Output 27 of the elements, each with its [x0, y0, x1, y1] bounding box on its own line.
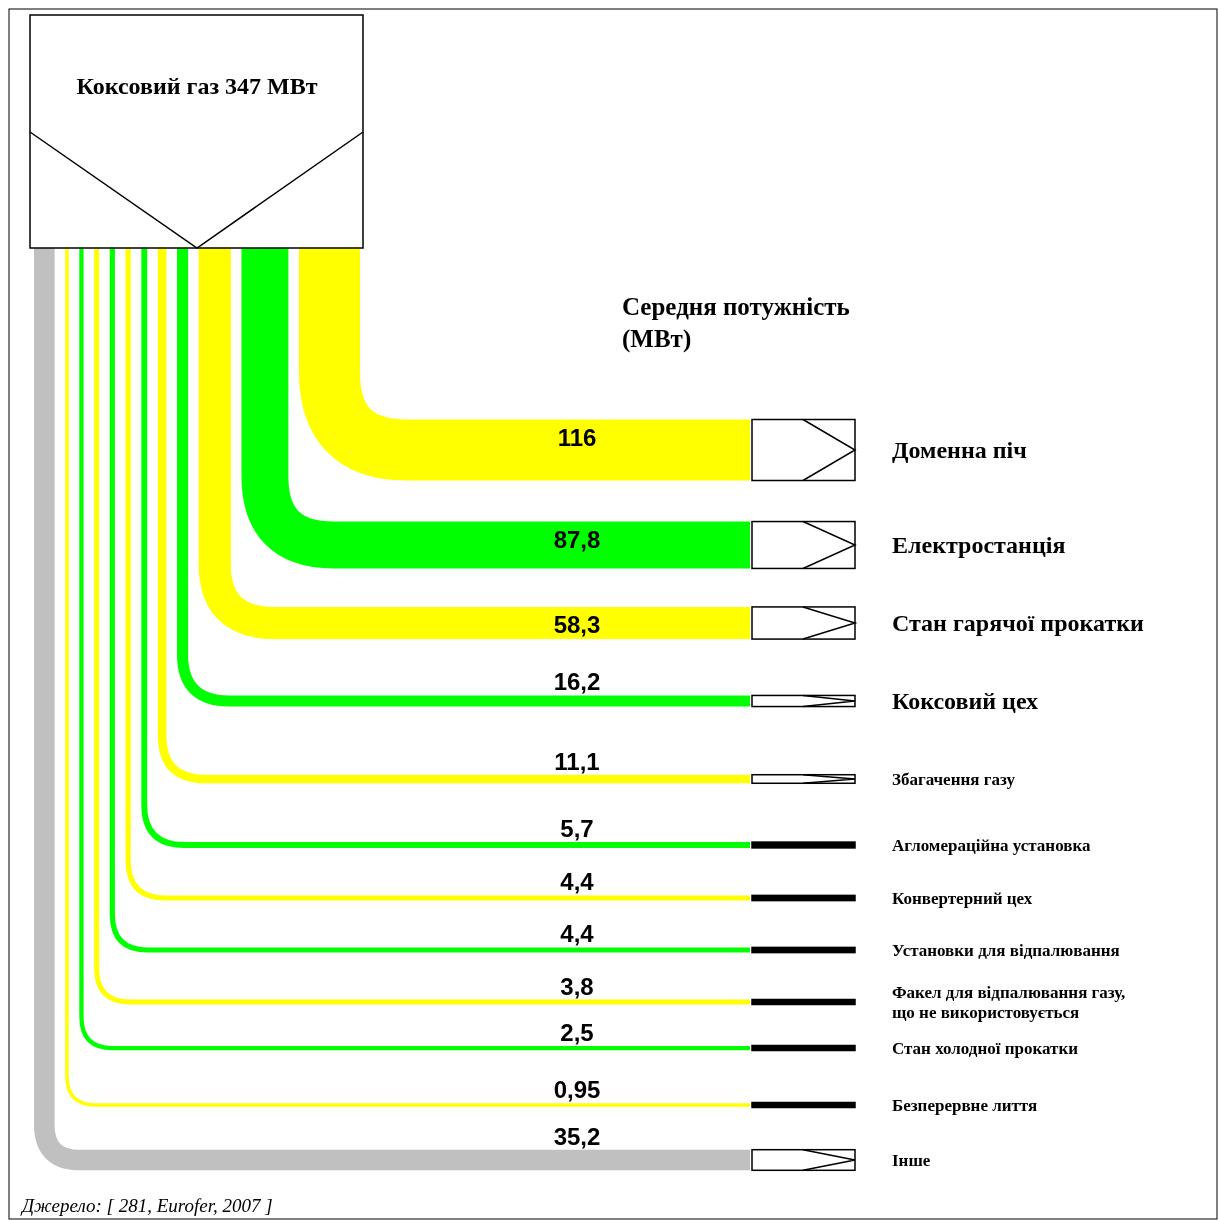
text: Джерело: [ 281, Eurofer, 2007 ] — [20, 1195, 273, 1216]
data-label: 16,2 — [553, 668, 601, 696]
category-label: Стан гарячої прокатки — [892, 610, 1144, 637]
category-label: Установки для відпалювання — [892, 940, 1120, 960]
category-label: Інше — [892, 1150, 931, 1170]
category-label: Безперервне лиття — [892, 1095, 1038, 1115]
data-label: 116 — [557, 423, 597, 451]
category-label: Електростанція — [892, 532, 1066, 559]
category-label: Коксовий цех — [892, 688, 1039, 715]
data-label: 11,1 — [554, 747, 600, 775]
category-label: Агломераційна установка — [892, 835, 1091, 855]
data-label: 35,2 — [553, 1122, 601, 1150]
data-label: 58,3 — [553, 610, 601, 638]
category-label: Доменна піч — [892, 437, 1027, 464]
data-label: 3,8 — [560, 972, 594, 1000]
text: Середня потужність (МВт) — [622, 293, 850, 353]
data-label: 4,4 — [560, 920, 595, 948]
data-label: 4,4 — [560, 868, 595, 896]
data-label: 5,7 — [560, 815, 594, 843]
category-label: Стан холодної прокатки — [892, 1038, 1079, 1058]
data-label: 87,8 — [553, 525, 601, 553]
text: Коксовий газ 347 МВт — [76, 73, 318, 99]
data-label: 2,5 — [560, 1018, 594, 1046]
category-label: Конвертерний цех — [892, 888, 1033, 908]
data-label: 0,95 — [553, 1076, 601, 1104]
category-label: Факел для відпалювання газу, що не використовується — [892, 982, 1126, 1022]
category-label: Збагачення газу — [892, 769, 1016, 789]
